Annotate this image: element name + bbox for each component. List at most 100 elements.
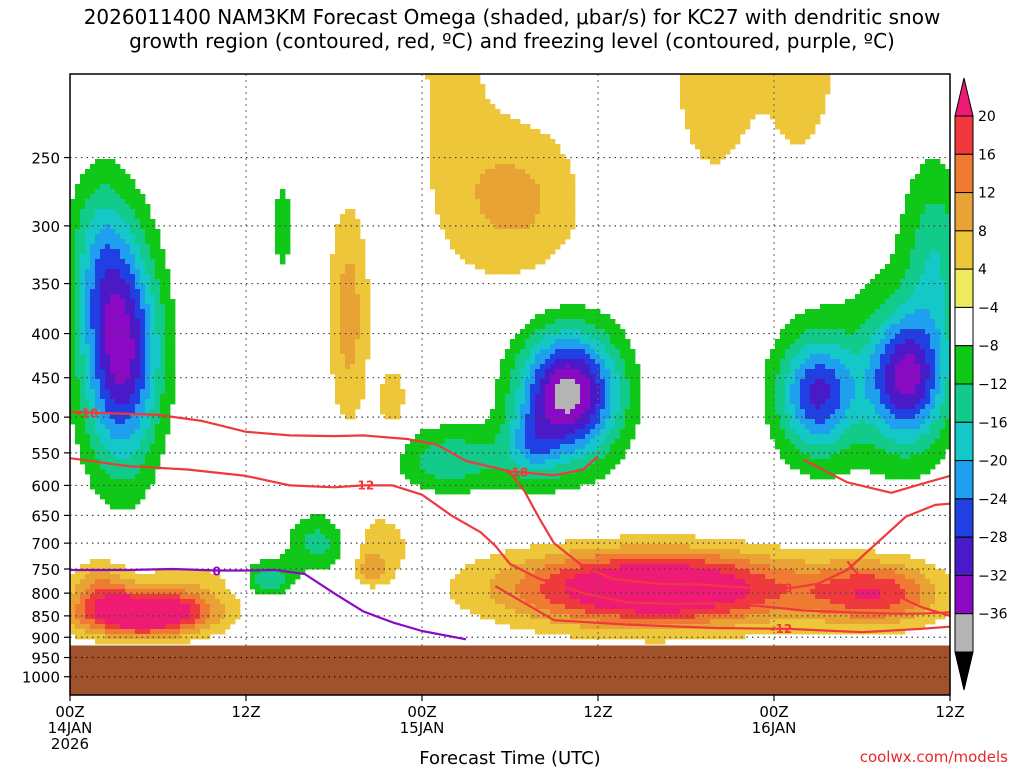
omega-cell — [365, 309, 371, 315]
omega-cell — [580, 394, 586, 400]
omega-cell — [780, 384, 786, 390]
omega-cell — [460, 429, 466, 435]
omega-cell — [605, 409, 611, 415]
omega-cell — [855, 294, 861, 300]
omega-cell — [165, 279, 171, 285]
omega-cell — [945, 194, 950, 200]
omega-cell — [790, 89, 796, 95]
omega-cell — [115, 404, 121, 410]
omega-cell — [495, 404, 501, 410]
omega-cell — [580, 439, 586, 445]
omega-cell — [85, 394, 91, 400]
omega-cell — [150, 274, 156, 280]
omega-cell — [560, 219, 566, 225]
omega-cell — [540, 424, 546, 430]
omega-cell — [845, 409, 851, 415]
omega-cell — [460, 204, 466, 210]
omega-cell — [900, 289, 906, 295]
omega-cell — [90, 444, 96, 450]
omega-cell — [545, 214, 551, 220]
omega-cell — [155, 369, 161, 375]
omega-cell — [725, 74, 731, 80]
omega-cell — [710, 79, 716, 85]
omega-cell — [120, 449, 126, 455]
omega-cell — [545, 399, 551, 405]
omega-cell — [785, 404, 791, 410]
omega-cell — [515, 214, 521, 220]
omega-cell — [940, 289, 946, 295]
omega-cell — [590, 339, 596, 345]
omega-cell — [145, 274, 151, 280]
omega-cell — [125, 199, 131, 205]
omega-cell — [495, 409, 501, 415]
omega-cell — [895, 324, 901, 330]
omega-cell — [510, 259, 516, 265]
omega-cell — [605, 359, 611, 365]
omega-cell — [920, 439, 926, 445]
omega-cell — [570, 369, 576, 375]
omega-cell — [825, 349, 831, 355]
omega-cell — [550, 334, 556, 340]
omega-cell — [575, 319, 581, 325]
omega-cell — [510, 454, 516, 460]
omega-cell — [740, 104, 746, 110]
omega-cell — [905, 454, 911, 460]
omega-cell — [535, 359, 541, 365]
omega-cell — [600, 444, 606, 450]
omega-cell — [445, 94, 451, 100]
omega-cell — [465, 174, 471, 180]
omega-cell — [750, 94, 756, 100]
omega-cell — [820, 434, 826, 440]
omega-cell — [355, 224, 361, 230]
omega-cell — [910, 244, 916, 250]
omega-cell — [560, 419, 566, 425]
omega-cell — [150, 319, 156, 325]
omega-cell — [930, 229, 936, 235]
omega-cell — [125, 289, 131, 295]
omega-cell — [460, 139, 466, 145]
omega-cell — [825, 89, 831, 95]
omega-cell — [130, 434, 136, 440]
omega-cell — [830, 324, 836, 330]
omega-cell — [615, 324, 621, 330]
omega-cell — [540, 409, 546, 415]
omega-cell — [570, 314, 576, 320]
omega-cell — [830, 344, 836, 350]
omega-cell — [360, 309, 366, 315]
omega-cell — [940, 384, 946, 390]
omega-cell — [95, 209, 101, 215]
omega-cell — [810, 104, 816, 110]
omega-cell — [85, 374, 91, 380]
omega-cell — [505, 409, 511, 415]
omega-cell — [540, 209, 546, 215]
omega-cell — [765, 374, 771, 380]
omega-cell — [870, 359, 876, 365]
omega-cell — [525, 124, 531, 130]
omega-cell — [575, 389, 581, 395]
omega-cell — [570, 319, 576, 325]
omega-cell — [915, 189, 921, 195]
omega-cell — [475, 444, 481, 450]
omega-cell — [455, 424, 461, 430]
omega-cell — [930, 439, 936, 445]
omega-cell — [505, 234, 511, 240]
omega-cell — [920, 204, 926, 210]
omega-cell — [515, 254, 521, 260]
omega-cell — [515, 374, 521, 380]
omega-cell — [700, 84, 706, 90]
omega-cell — [530, 339, 536, 345]
omega-cell — [900, 334, 906, 340]
omega-cell — [720, 89, 726, 95]
omega-cell — [170, 394, 176, 400]
omega-cell — [785, 454, 791, 460]
omega-cell — [350, 289, 356, 295]
omega-cell — [880, 344, 886, 350]
omega-cell — [820, 74, 826, 80]
omega-cell — [560, 414, 566, 420]
omega-cell — [465, 214, 471, 220]
omega-cell — [475, 454, 481, 460]
omega-cell — [340, 399, 346, 405]
omega-cell — [280, 259, 286, 265]
omega-cell — [725, 99, 731, 105]
omega-cell — [505, 129, 511, 135]
